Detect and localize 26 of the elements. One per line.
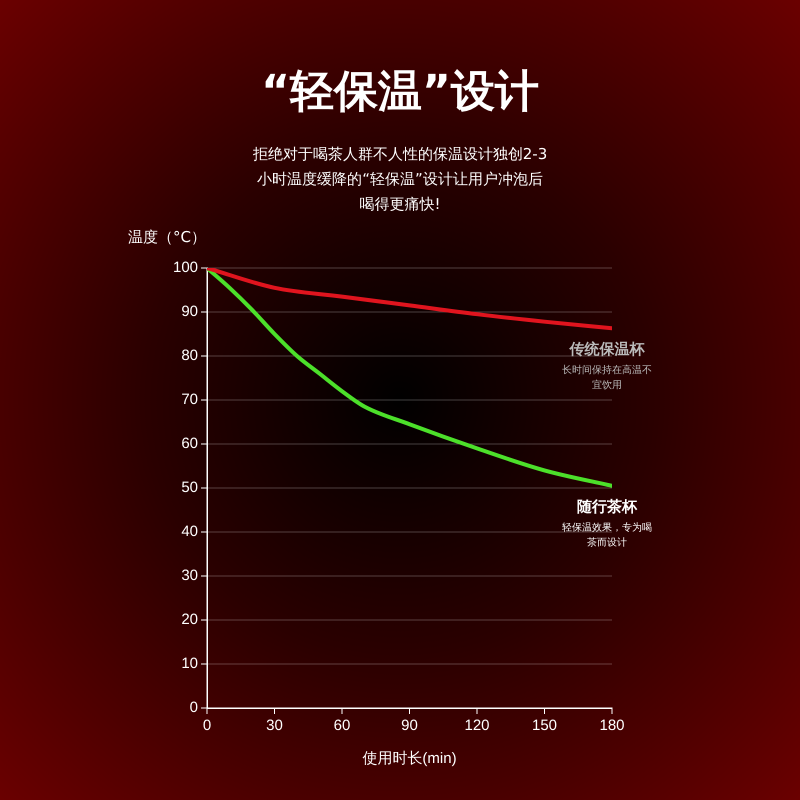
annotation: 长时间保持在高温不宜饮用	[562, 364, 652, 391]
x-tick-label: 90	[401, 717, 418, 734]
y-tick-label: 50	[181, 479, 198, 496]
x-tick-label: 120	[464, 717, 490, 734]
y-tick-label: 100	[172, 259, 198, 276]
y-tick-label: 20	[181, 611, 198, 628]
y-tick-label: 90	[181, 303, 198, 320]
x-tick-label: 150	[532, 717, 558, 734]
annotation: 轻保温效果，专为喝茶而设计	[562, 521, 652, 548]
x-tick-label: 180	[599, 717, 625, 734]
y-tick-label: 40	[181, 523, 198, 540]
series-label: 随行茶杯	[577, 498, 638, 516]
y-tick-label: 0	[190, 699, 198, 716]
chart-title: “轻保温”设计	[260, 65, 540, 119]
y-tick-label: 70	[181, 391, 198, 408]
x-tick-label: 30	[266, 717, 283, 734]
x-tick-label: 0	[202, 717, 212, 734]
y-tick-label: 10	[181, 655, 198, 672]
y-axis-title: 温度（°C）	[128, 228, 206, 247]
y-tick-label: 30	[181, 567, 198, 584]
series-label: 传统保温杯	[568, 340, 646, 358]
x-tick-label: 60	[334, 717, 350, 734]
x-axis-title: 使用时长(min)	[362, 750, 457, 768]
y-tick-label: 80	[181, 347, 198, 364]
chart-subtitle: 拒绝对于喝茶人群不人性的保温设计独创2-3小时温度缓降的“轻保温”设计让用户冲泡后喝得更痛快!	[252, 144, 548, 215]
y-tick-label: 60	[181, 435, 198, 452]
